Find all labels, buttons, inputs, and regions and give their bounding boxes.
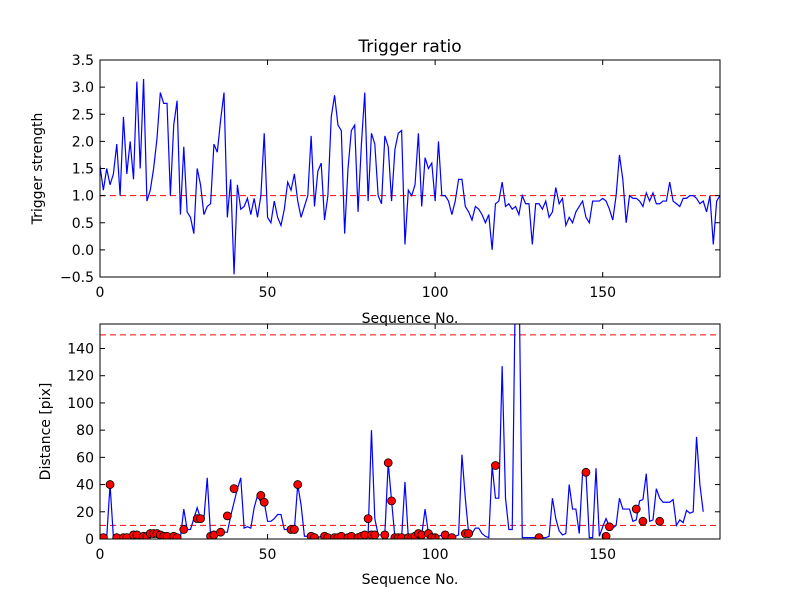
- data-point-marker: [581, 467, 591, 477]
- data-point-marker: [380, 530, 390, 539]
- y-tick-label: 0: [85, 532, 94, 548]
- data-point-marker: [196, 514, 205, 523]
- data-point-marker: [363, 514, 373, 523]
- data-point-marker: [293, 480, 303, 489]
- data-point-marker: [229, 484, 239, 494]
- plot-frame: [99, 323, 721, 540]
- data-point-marker: [222, 511, 232, 521]
- data-point-marker: [172, 533, 182, 539]
- data-point-marker: [370, 530, 380, 539]
- data-point-marker: [491, 461, 500, 470]
- y-axis-label: Trigger strength: [30, 113, 46, 226]
- data-point-marker: [383, 458, 393, 468]
- data-point-marker: [601, 531, 611, 539]
- chart-trigger-ratio: Trigger ratio Trigger strength Sequence …: [30, 37, 721, 327]
- data-point-marker: [387, 496, 396, 506]
- y-tick-label: 1.5: [72, 162, 94, 178]
- y-axis-label: Distance [pix]: [38, 383, 54, 481]
- y-tick-label: 3.0: [72, 80, 94, 96]
- data-point-marker: [631, 504, 641, 514]
- y-tick-label: 140: [67, 341, 94, 357]
- data-point-marker: [105, 480, 115, 489]
- plot-frame: [99, 59, 721, 278]
- y-tick-label: 40: [76, 478, 94, 494]
- y-tick-label: 0.0: [72, 243, 94, 259]
- series-line: [100, 324, 704, 539]
- x-tick-label: 100: [422, 285, 449, 301]
- data-point-marker: [447, 533, 457, 539]
- data-point-marker: [638, 516, 648, 526]
- y-tick-label: 2.0: [72, 134, 94, 150]
- y-tick-label: 60: [76, 450, 94, 466]
- y-tick-label: 3.5: [72, 53, 94, 69]
- y-tick-label: 1.0: [72, 189, 94, 205]
- y-tick-label: 0.5: [72, 216, 94, 232]
- x-tick-label: 150: [589, 547, 616, 563]
- x-tick-label: 0: [96, 285, 105, 301]
- data-point-marker: [464, 529, 474, 538]
- data-point-marker: [655, 516, 665, 526]
- x-axis-label: Sequence No.: [362, 572, 459, 588]
- data-point-marker: [310, 533, 319, 539]
- x-tick-label: 50: [259, 285, 277, 301]
- data-point-marker: [534, 533, 544, 539]
- y-tick-label: 120: [67, 369, 94, 385]
- y-tick-label: 2.5: [72, 107, 94, 123]
- y-tick-label: 20: [76, 505, 94, 521]
- data-point-marker: [259, 497, 269, 507]
- series-line: [100, 78, 720, 275]
- y-tick-label: 80: [76, 423, 94, 439]
- data-point-marker: [179, 525, 189, 534]
- data-point-marker: [289, 525, 299, 534]
- x-tick-label: 150: [589, 285, 616, 301]
- chart-title: Trigger ratio: [357, 37, 461, 57]
- x-tick-label: 0: [96, 547, 105, 563]
- y-tick-label: 100: [67, 396, 94, 412]
- x-tick-label: 50: [259, 547, 277, 563]
- x-axis-label: Sequence No.: [362, 311, 459, 327]
- data-point-marker: [605, 522, 614, 532]
- data-point-marker: [216, 527, 226, 537]
- chart-distance: Distance [pix] Sequence No. 0 50 100 150 0 20…: [38, 323, 721, 588]
- y-tick-label: −0.5: [60, 270, 94, 286]
- x-tick-label: 100: [422, 547, 449, 563]
- data-point-marker: [100, 533, 108, 539]
